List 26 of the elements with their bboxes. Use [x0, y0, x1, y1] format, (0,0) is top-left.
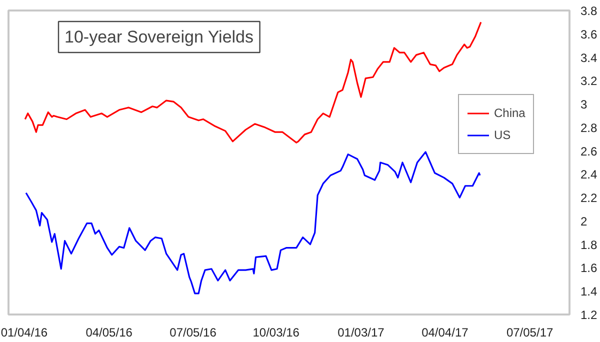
y-tick-label: 3 — [580, 98, 588, 112]
legend-label: US — [494, 128, 512, 142]
x-tick-label: 07/05/17 — [506, 326, 554, 340]
y-tick-label: 2.2 — [580, 191, 598, 206]
y-tick-label: 3.2 — [580, 74, 598, 88]
y-tick-label: 1.4 — [580, 284, 598, 299]
x-tick-label: 01/03/17 — [338, 326, 385, 340]
y-tick-label: 3.8 — [580, 4, 598, 18]
y-tick-label: 3.4 — [580, 50, 598, 65]
y-tick-label: 2.6 — [580, 144, 598, 158]
y-tick-label: 1.6 — [580, 261, 598, 276]
legend-label: China — [494, 106, 526, 120]
x-tick-label: 10/03/16 — [252, 326, 300, 340]
y-tick-label: 2 — [580, 214, 588, 228]
y-tick-label: 2.4 — [580, 168, 598, 182]
x-tick-label: 01/04/16 — [0, 326, 48, 340]
x-tick-label: 07/05/16 — [170, 326, 217, 340]
x-tick-label: 04/04/17 — [422, 326, 469, 340]
y-tick-label: 2.8 — [580, 120, 598, 135]
y-tick-label: 1.8 — [580, 238, 598, 252]
line-series — [24, 21, 482, 144]
line-series — [25, 151, 481, 294]
y-tick-label: 3.6 — [580, 27, 598, 42]
x-tick-label: 04/05/16 — [86, 326, 133, 340]
y-tick-label: 1.2 — [580, 308, 598, 322]
text: 10-year Sovereign Yields — [64, 28, 254, 46]
